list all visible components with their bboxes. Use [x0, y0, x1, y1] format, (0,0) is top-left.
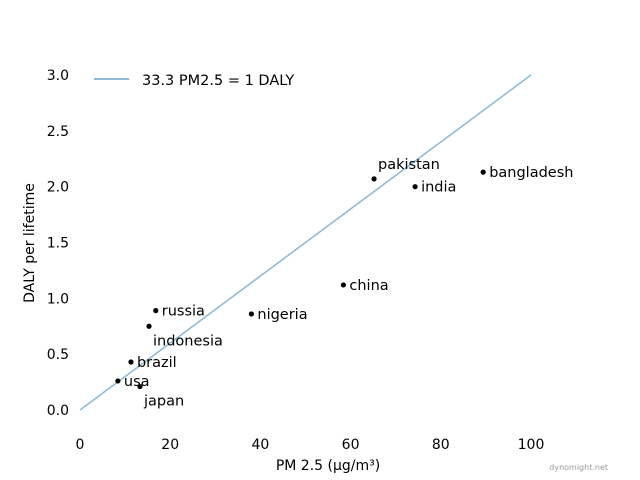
y-tick-label: 0.5 — [47, 347, 69, 363]
watermark: dynomight.net — [549, 463, 608, 472]
x-tick-label: 60 — [342, 437, 360, 453]
x-tick-label: 0 — [76, 437, 85, 453]
legend-label: 33.3 PM2.5 = 1 DALY — [142, 73, 294, 89]
x-tick-label: 20 — [161, 437, 179, 453]
y-tick-label: 2.5 — [47, 124, 69, 140]
x-tick-label: 80 — [432, 437, 450, 453]
point-label-brazil: brazil — [137, 355, 177, 371]
data-point-india — [412, 184, 418, 190]
point-label-nigeria: nigeria — [257, 307, 307, 323]
point-label-usa: usa — [124, 374, 150, 390]
point-label-bangladesh: bangladesh — [489, 165, 573, 181]
data-point-usa — [115, 378, 121, 384]
y-tick-label: 0.0 — [47, 403, 69, 419]
data-point-japan — [137, 383, 143, 390]
data-point-bangladesh — [480, 169, 486, 175]
legend: 33.3 PM2.5 = 1 DALY — [94, 73, 294, 89]
data-point-pakistan — [371, 176, 377, 182]
reference-line-layer — [79, 74, 532, 411]
y-tick-label: 1.0 — [47, 291, 69, 307]
data-point-china — [340, 282, 346, 288]
y-tick-label: 2.0 — [47, 180, 69, 196]
point-label-china: china — [349, 278, 388, 294]
points-layer: bangladesh pakistan india china russia nigeri… — [115, 157, 573, 410]
data-point-brazil — [128, 359, 134, 365]
point-label-india: india — [421, 180, 456, 196]
point-label-indonesia: indonesia — [153, 333, 223, 349]
data-point-russia — [153, 308, 159, 314]
reference-line — [79, 74, 532, 411]
x-tick-label: 40 — [251, 437, 269, 453]
data-point-nigeria — [248, 311, 254, 317]
point-label-pakistan: pakistan — [378, 157, 440, 173]
x-axis-label: PM 2.5 (µg/m³) — [276, 458, 380, 474]
y-tick-label: 1.5 — [47, 236, 69, 252]
y-axis-label: DALY per lifetime — [22, 183, 38, 303]
axis-ticks: 0 20 40 60 80 100 0.0 0.5 1.0 1.5 2.0 2.5 3.0 — [47, 68, 545, 453]
point-label-japan: japan — [143, 394, 184, 410]
y-tick-label: 3.0 — [47, 68, 69, 84]
data-point-indonesia — [146, 323, 152, 329]
point-label-russia: russia — [162, 304, 205, 320]
x-tick-label: 100 — [518, 437, 545, 453]
